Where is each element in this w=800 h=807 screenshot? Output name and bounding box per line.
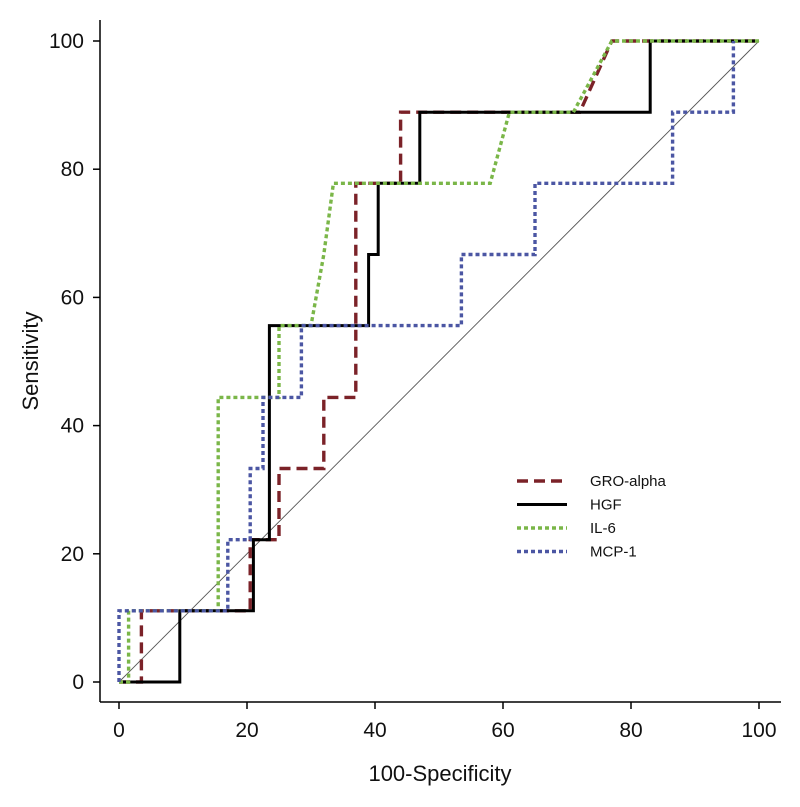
legend: GRO-alpha HGF IL-6 MCP-1 <box>517 473 667 561</box>
legend-label-mcp-1: MCP-1 <box>590 544 637 561</box>
axes: 0 20 40 60 80 100 0 20 40 60 80 100 <box>49 20 781 742</box>
x-axis-ticks: 0 20 40 60 80 100 <box>113 702 777 742</box>
y-tick-label: 80 <box>61 158 84 181</box>
y-axis-title: Sensitivity <box>18 311 43 410</box>
y-tick-label: 20 <box>61 543 84 566</box>
x-axis-title: 100-Specificity <box>368 761 511 786</box>
y-tick-label: 100 <box>49 30 84 53</box>
plot-area <box>117 39 760 684</box>
y-axis-ticks: 0 20 40 60 80 100 <box>49 30 100 694</box>
y-tick-label: 0 <box>72 671 84 694</box>
x-tick-label: 100 <box>741 719 776 742</box>
legend-label-il-6: IL-6 <box>590 520 616 537</box>
series-line-mcp-1 <box>117 41 736 682</box>
x-tick-label: 40 <box>363 719 386 742</box>
chance-diagonal-line <box>118 40 760 683</box>
legend-label-gro-alpha: GRO-alpha <box>590 473 667 490</box>
series-layer <box>117 39 759 684</box>
x-tick-label: 80 <box>619 719 642 742</box>
x-tick-label: 20 <box>235 719 258 742</box>
y-tick-label: 60 <box>61 286 84 309</box>
x-tick-label: 0 <box>113 719 125 742</box>
x-tick-label: 60 <box>491 719 514 742</box>
legend-label-hgf: HGF <box>590 497 622 514</box>
y-tick-label: 40 <box>61 415 84 438</box>
